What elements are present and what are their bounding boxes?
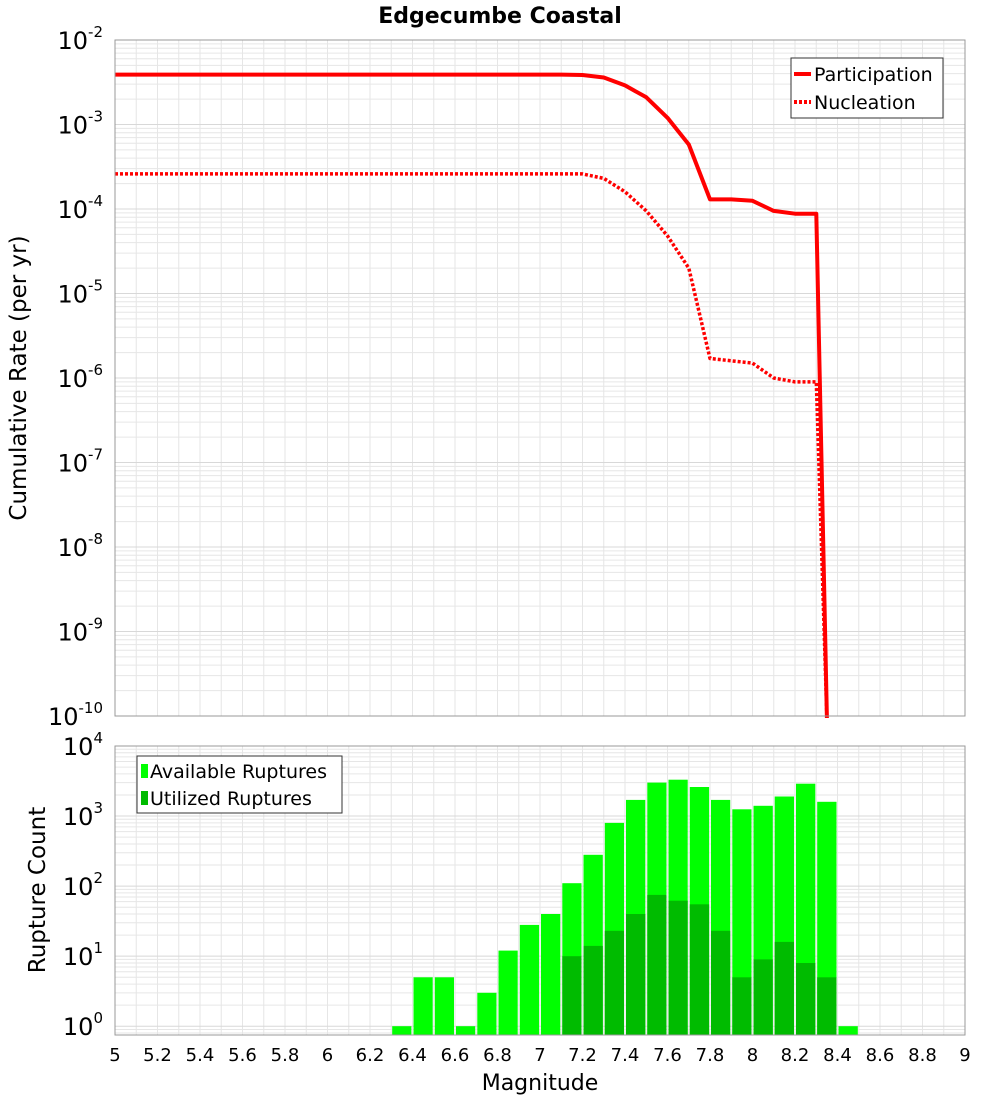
rupture-y-ticks: 104 103 102 101 100 <box>63 729 103 1041</box>
bar-available <box>541 914 561 1035</box>
rupture-legend: Available Ruptures Utilized Ruptures <box>136 755 343 814</box>
rate-plot-frame <box>114 39 966 717</box>
x-tick-label: 8.6 <box>866 1045 895 1066</box>
magnitude-x-ticks: 5 5.2 5.4 5.6 5.8 6 6.2 6.4 6.6 6.8 7 7.2 7.4 7.6 7.8 8… <box>109 1045 970 1066</box>
bar-utilized <box>668 900 688 1035</box>
rate-legend: Participation Nucleation <box>790 57 944 119</box>
x-tick-label: 6 <box>322 1045 333 1066</box>
rate-y-axis-label: Cumulative Rate (per yr) <box>6 235 32 520</box>
bar-available <box>413 977 433 1035</box>
legend-label-participation: Participation <box>814 64 933 86</box>
rupture-count-panel: 104 103 102 101 100 5 5.2 5.4 5.6 5.8 6 6.2 6.4 6.6 6… <box>25 729 971 1096</box>
x-tick-label: 5 <box>109 1045 120 1066</box>
bar-utilized <box>647 894 667 1035</box>
x-tick-label: 7.6 <box>653 1045 682 1066</box>
rupture-y-axis-label: Rupture Count <box>25 807 51 973</box>
y-tick-label: 10-6 <box>57 361 103 393</box>
x-tick-label: 5.2 <box>143 1045 172 1066</box>
y-tick-label: 103 <box>63 799 103 831</box>
x-tick-label: 5.4 <box>186 1045 215 1066</box>
y-tick-label: 100 <box>63 1009 103 1041</box>
bar-utilized <box>711 930 731 1035</box>
bar-available <box>392 1026 412 1035</box>
y-tick-label: 10-5 <box>57 277 103 309</box>
legend-swatch-utilized <box>141 791 148 805</box>
x-tick-label: 8.2 <box>781 1045 810 1066</box>
legend-label-utilized: Utilized Ruptures <box>150 788 312 810</box>
x-tick-label: 6.2 <box>356 1045 385 1066</box>
bar-utilized <box>796 963 816 1035</box>
bar-utilized <box>689 904 710 1035</box>
y-tick-label: 101 <box>63 939 103 971</box>
series-line-nucleation <box>115 172 829 719</box>
bar-available <box>817 801 837 1035</box>
rupture-bars <box>392 779 858 1035</box>
y-tick-label: 10-10 <box>48 699 103 731</box>
y-tick-label: 10-2 <box>57 23 103 55</box>
legend-label-nucleation: Nucleation <box>814 92 916 114</box>
legend-swatch-available <box>141 764 148 778</box>
bar-utilized <box>774 941 794 1035</box>
magnitude-x-axis-label: Magnitude <box>482 1071 599 1096</box>
x-tick-label: 6.6 <box>441 1045 470 1066</box>
bar-available <box>456 1026 476 1035</box>
bar-available <box>477 992 497 1035</box>
bar-available <box>498 950 518 1035</box>
bar-available <box>838 1026 858 1035</box>
legend-box <box>790 57 944 119</box>
bar-utilized <box>604 930 624 1035</box>
bar-available <box>434 977 454 1035</box>
y-tick-label: 10-3 <box>57 108 103 140</box>
y-tick-label: 10-4 <box>57 192 103 224</box>
y-tick-label: 104 <box>63 729 103 761</box>
legend-box <box>136 755 343 814</box>
x-tick-label: 8 <box>747 1045 758 1066</box>
y-tick-label: 102 <box>63 869 103 901</box>
rupture-plot-frame <box>114 745 966 1036</box>
x-tick-label: 7 <box>534 1045 545 1066</box>
rate-lines <box>115 72 829 719</box>
y-tick-label: 10-8 <box>57 530 103 562</box>
x-tick-label: 7.8 <box>696 1045 725 1066</box>
legend-label-available: Available Ruptures <box>150 761 327 783</box>
x-tick-label: 6.8 <box>483 1045 512 1066</box>
bar-utilized <box>562 956 582 1035</box>
rate-grid <box>114 39 966 717</box>
x-tick-label: 8.4 <box>823 1045 852 1066</box>
x-tick-label: 5.8 <box>271 1045 300 1066</box>
chart-title: Edgecumbe Coastal <box>378 4 622 29</box>
x-tick-label: 7.2 <box>568 1045 597 1066</box>
y-tick-label: 10-7 <box>57 446 103 478</box>
bar-utilized <box>583 945 603 1035</box>
bar-available <box>519 924 540 1035</box>
rate-panel: 10-2 10-3 10-4 10-5 10-6 10-7 10-8 10-9 10-10 Cu… <box>6 23 966 731</box>
x-tick-label: 5.6 <box>228 1045 257 1066</box>
x-tick-label: 8.8 <box>908 1045 937 1066</box>
x-tick-label: 7.4 <box>611 1045 640 1066</box>
y-tick-label: 10-9 <box>57 615 103 647</box>
bar-utilized <box>817 977 837 1035</box>
series-line-participation <box>115 72 829 719</box>
rate-y-ticks: 10-2 10-3 10-4 10-5 10-6 10-7 10-8 10-9 10-10 <box>48 23 103 731</box>
x-tick-label: 9 <box>959 1045 970 1066</box>
bar-utilized <box>626 914 646 1035</box>
bar-utilized <box>753 959 773 1035</box>
x-tick-label: 6.4 <box>398 1045 427 1066</box>
bar-utilized <box>732 977 752 1035</box>
